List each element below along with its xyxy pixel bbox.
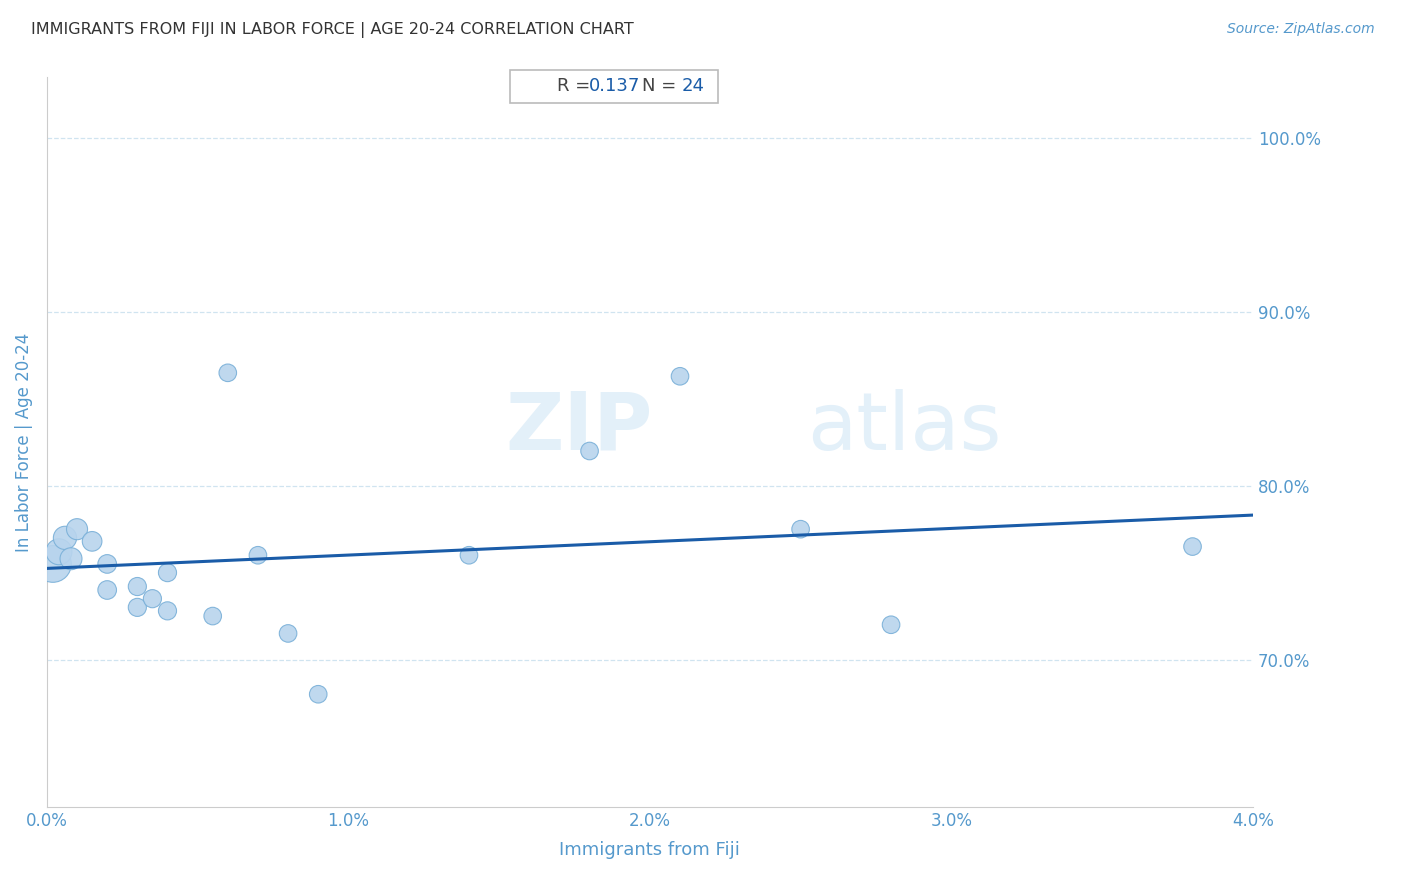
Point [48, 545, 70, 559]
Point [96, 582, 118, 597]
Y-axis label: In Labor Force | Age 20-24: In Labor Force | Age 20-24 [15, 333, 32, 552]
Text: Source: ZipAtlas.com: Source: ZipAtlas.com [1227, 22, 1375, 37]
Text: R =: R = [557, 78, 596, 95]
Point [127, 600, 149, 615]
Point [53, 531, 76, 545]
Text: 24: 24 [681, 78, 704, 95]
Point [141, 591, 163, 606]
Point [127, 580, 149, 594]
Point [880, 617, 903, 632]
Text: atlas: atlas [807, 389, 1001, 467]
Text: ZIP: ZIP [505, 389, 652, 467]
Text: 0.137: 0.137 [588, 78, 640, 95]
Text: R = 0.137   N = 24: R = 0.137 N = 24 [517, 78, 710, 95]
Point [789, 522, 811, 536]
Text: IMMIGRANTS FROM FIJI IN LABOR FORCE | AGE 20-24 CORRELATION CHART: IMMIGRANTS FROM FIJI IN LABOR FORCE | AG… [31, 22, 634, 38]
Point [578, 444, 600, 458]
Point [66, 522, 89, 536]
Point [156, 566, 179, 580]
X-axis label: Immigrants from Fiji: Immigrants from Fiji [560, 841, 741, 859]
Point [82, 534, 104, 549]
Point [246, 548, 269, 562]
Point [458, 548, 481, 562]
Text: N =: N = [641, 78, 682, 95]
Point [201, 609, 224, 624]
Point [669, 369, 692, 384]
Point [217, 366, 239, 380]
Point [1181, 540, 1204, 554]
Point [42, 557, 65, 571]
Point [307, 687, 329, 701]
Point [60, 551, 83, 566]
Point [96, 557, 118, 571]
Point [277, 626, 299, 640]
Point [156, 604, 179, 618]
